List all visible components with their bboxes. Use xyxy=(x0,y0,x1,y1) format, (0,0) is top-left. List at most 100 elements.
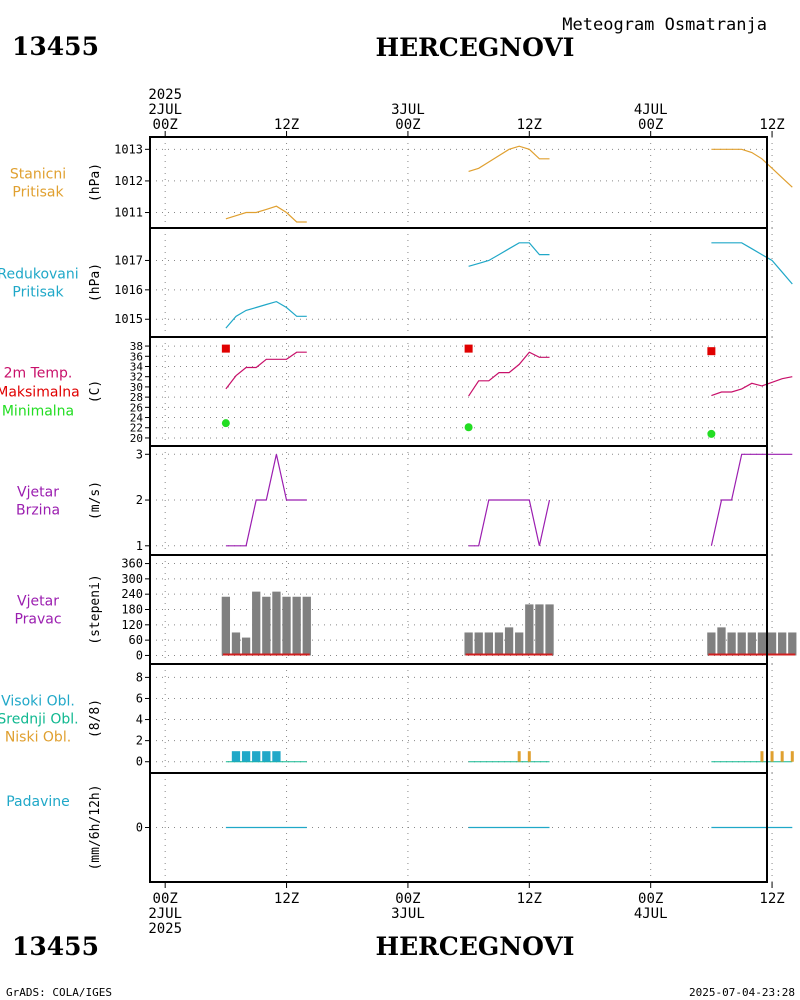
reduced_pressure-line xyxy=(711,242,793,285)
wind_speed-line xyxy=(468,499,551,547)
cloud-high-bar xyxy=(231,751,241,762)
time-label-top: 12Z xyxy=(517,117,542,133)
panel-label: Pravac xyxy=(14,612,61,628)
wind_speed-line xyxy=(710,453,793,546)
wind-direction-bar xyxy=(778,632,787,656)
cloud-low-bar xyxy=(527,751,531,762)
panel-label: 2m Temp. xyxy=(4,366,73,382)
y-tick-label: 1016 xyxy=(114,283,143,297)
wind-direction-bar xyxy=(767,632,777,656)
y-tick-label: 1015 xyxy=(114,312,143,326)
time-label-bottom: 00Z xyxy=(153,891,178,907)
panel-frame xyxy=(149,136,768,229)
wind-direction-bar xyxy=(707,632,716,656)
time-label-top: 2025 xyxy=(148,87,182,103)
y-tick-label: 30 xyxy=(130,381,143,394)
y-tick-label: 4 xyxy=(136,713,143,727)
temperature-line xyxy=(711,376,793,397)
panel-label: Srednji Obl. xyxy=(0,712,79,728)
time-label-top: 12Z xyxy=(274,117,299,133)
temp-max-marker xyxy=(221,344,230,353)
wind-direction-bar xyxy=(788,632,797,656)
temperature-line xyxy=(468,351,550,397)
panel-label: Stanicni xyxy=(10,167,66,183)
temp-min-marker xyxy=(464,423,473,432)
time-label-bottom: 2JUL xyxy=(148,906,182,922)
panel-frame xyxy=(149,336,768,447)
temp-min-marker xyxy=(221,419,230,428)
y-axis-unit: (stepeni) xyxy=(88,574,103,644)
y-tick-label: 1017 xyxy=(114,253,143,267)
y-tick-label: 1012 xyxy=(114,174,143,188)
panel-label: Minimalna xyxy=(2,404,74,420)
wind-direction-bar xyxy=(717,627,726,656)
panel-label: Niski Obl. xyxy=(5,730,71,746)
cloud-high-bar xyxy=(241,751,251,762)
wind-direction-bar xyxy=(231,632,241,656)
cloud-high-bar xyxy=(262,751,271,762)
cloud-low-bar xyxy=(760,751,764,762)
time-label-bottom: 00Z xyxy=(395,891,420,907)
cloud-low-bar xyxy=(790,751,794,762)
time-label-top: 4JUL xyxy=(634,102,668,118)
time-label-bottom: 12Z xyxy=(517,891,542,907)
y-tick-label: 300 xyxy=(121,572,143,586)
y-axis-unit: (hPa) xyxy=(88,163,103,202)
panel-label: Redukovani xyxy=(0,267,79,283)
y-tick-label: 1011 xyxy=(114,206,143,220)
wind-direction-bar xyxy=(747,632,756,656)
wind-direction-bar xyxy=(504,627,514,656)
y-tick-label: 24 xyxy=(130,412,144,425)
wind-direction-bar xyxy=(282,596,291,656)
y-tick-label: 3 xyxy=(136,447,143,461)
time-label-top: 3JUL xyxy=(391,102,425,118)
station_pressure-line xyxy=(468,145,550,172)
station_pressure-line xyxy=(711,148,793,188)
wind-direction-bar xyxy=(484,632,493,656)
wind-direction-bar xyxy=(727,632,736,656)
time-label-bottom: 2025 xyxy=(148,921,182,937)
y-tick-label: 28 xyxy=(130,391,143,404)
wind-direction-bar xyxy=(302,596,311,656)
wind-direction-bar xyxy=(757,632,767,656)
wind-direction-bar xyxy=(241,637,251,656)
y-tick-label: 0 xyxy=(136,821,143,835)
y-tick-label: 2 xyxy=(136,493,143,507)
wind-direction-bar xyxy=(737,632,746,656)
cloud-low-bar xyxy=(517,751,521,762)
time-label-bottom: 4JUL xyxy=(634,906,668,922)
panel-label: Padavine xyxy=(6,794,70,810)
cloud-high-bar xyxy=(252,751,261,762)
time-label-bottom: 12Z xyxy=(759,891,784,907)
wind-direction-bar xyxy=(262,596,271,656)
y-axis-unit: (m/s) xyxy=(88,481,103,520)
y-tick-label: 2 xyxy=(136,734,143,748)
time-label-top: 12Z xyxy=(759,117,784,133)
temp-min-marker xyxy=(707,429,716,438)
panel-label: Vjetar xyxy=(17,594,59,610)
time-label-top: 00Z xyxy=(395,117,420,133)
time-label-bottom: 00Z xyxy=(638,891,663,907)
y-axis-unit: (C) xyxy=(88,380,103,403)
y-axis-unit: (mm/6h/12h) xyxy=(88,784,103,870)
y-tick-label: 180 xyxy=(121,603,143,617)
y-tick-label: 22 xyxy=(130,422,143,435)
temp-max-marker xyxy=(707,347,716,356)
panel-label: Maksimalna xyxy=(0,385,80,401)
panel-label: Pritisak xyxy=(12,185,64,201)
time-label-bottom: 3JUL xyxy=(391,906,425,922)
y-tick-label: 6 xyxy=(136,691,143,705)
y-axis-unit: (8/8) xyxy=(88,699,103,738)
cloud-low-bar xyxy=(780,751,784,762)
y-tick-label: 26 xyxy=(130,401,143,414)
panel-frame xyxy=(149,772,768,883)
y-tick-label: 32 xyxy=(130,371,143,384)
wind-direction-bar xyxy=(494,632,504,656)
y-tick-label: 1013 xyxy=(114,142,143,156)
wind-direction-bar xyxy=(474,632,483,656)
reduced_pressure-line xyxy=(225,300,307,329)
panel-label: Vjetar xyxy=(17,485,59,501)
cloud-high-bar xyxy=(272,751,281,762)
